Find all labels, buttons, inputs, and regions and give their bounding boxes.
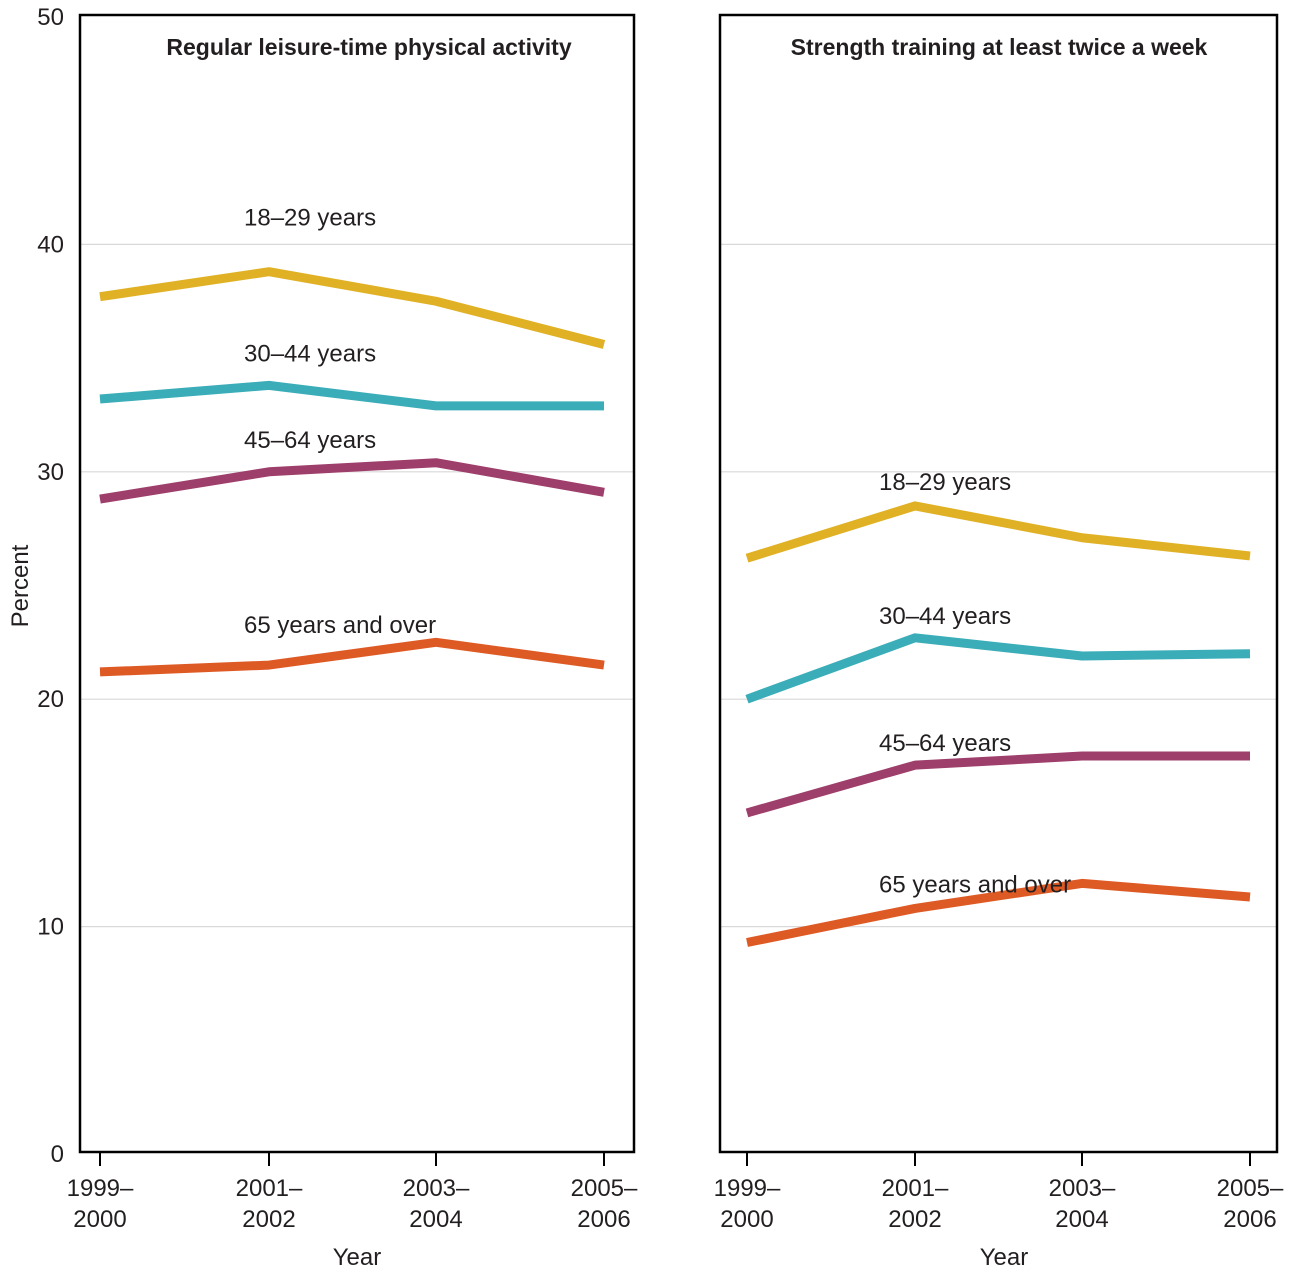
x-tick-label: 1999– 2000 bbox=[67, 1175, 134, 1233]
plot-frame bbox=[718, 13, 1279, 1154]
y-tick-label: 50 bbox=[37, 4, 64, 31]
panel-leisure-activity: Regular leisure-time physical activity 1… bbox=[67, 13, 638, 1271]
x-tick-label: 2001– 2002 bbox=[236, 1175, 303, 1233]
gridlines bbox=[720, 243, 1277, 928]
plot-frame bbox=[78, 13, 636, 1154]
panel-strength-training: Strength training at least twice a week … bbox=[714, 13, 1284, 1271]
series-line bbox=[745, 751, 1250, 818]
x-tick-label: 2005– 2006 bbox=[571, 1175, 638, 1233]
series-label: 30–44 years bbox=[244, 340, 376, 367]
series-line bbox=[99, 267, 606, 349]
x-tick-label: 2003– 2004 bbox=[403, 1175, 470, 1233]
x-tick-label: 2001– 2002 bbox=[882, 1175, 949, 1233]
series-labels: 18–29 years 30–44 years 45–64 years 65 year… bbox=[244, 205, 436, 639]
series-label: 45–64 years bbox=[244, 427, 376, 454]
series-lines bbox=[745, 501, 1251, 947]
panel-title: Regular leisure-time physical activity bbox=[166, 34, 571, 60]
series-lines bbox=[99, 267, 606, 677]
y-axis-tick-labels: 0 10 20 30 40 50 bbox=[37, 4, 64, 1168]
series-line bbox=[99, 380, 604, 411]
series-label: 18–29 years bbox=[244, 205, 376, 232]
y-tick-label: 0 bbox=[51, 1141, 64, 1168]
gridlines bbox=[80, 243, 634, 928]
y-tick-label: 40 bbox=[37, 231, 64, 258]
series-label: 18–29 years bbox=[879, 469, 1011, 496]
x-axis-ticks: 1999– 2000 2001– 2002 2003– 2004 2005– 2006 bbox=[67, 1152, 638, 1233]
series-labels: 18–29 years 30–44 years 45–64 years 65 year… bbox=[879, 469, 1071, 898]
series-label: 65 years and over bbox=[879, 871, 1071, 898]
series-line bbox=[745, 633, 1251, 704]
y-tick-label: 20 bbox=[37, 686, 64, 713]
x-axis-ticks: 1999– 2000 2001– 2002 2003– 2004 2005– 2006 bbox=[714, 1152, 1284, 1233]
series-label: 45–64 years bbox=[879, 730, 1011, 757]
series-line bbox=[746, 878, 1251, 947]
series-label: 65 years and over bbox=[244, 612, 436, 639]
y-axis-title: Percent bbox=[7, 544, 34, 627]
x-tick-label: 1999– 2000 bbox=[714, 1175, 781, 1233]
series-label: 30–44 years bbox=[879, 603, 1011, 630]
x-tick-label: 2003– 2004 bbox=[1049, 1175, 1116, 1233]
y-tick-label: 30 bbox=[37, 459, 64, 486]
x-axis-title: Year bbox=[980, 1244, 1029, 1271]
x-axis-title: Year bbox=[333, 1244, 382, 1271]
y-tick-label: 10 bbox=[37, 914, 64, 941]
series-line bbox=[99, 637, 605, 677]
series-line bbox=[99, 458, 605, 504]
x-tick-label: 2005– 2006 bbox=[1217, 1175, 1284, 1233]
series-line bbox=[745, 501, 1251, 563]
panel-title: Strength training at least twice a week bbox=[791, 34, 1208, 60]
